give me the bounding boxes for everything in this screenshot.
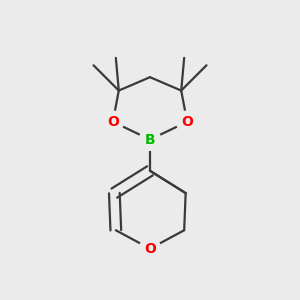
Circle shape xyxy=(102,111,124,133)
Text: O: O xyxy=(181,115,193,129)
Text: O: O xyxy=(107,115,119,129)
Text: O: O xyxy=(144,242,156,256)
Circle shape xyxy=(176,111,198,133)
Text: B: B xyxy=(145,133,155,147)
Circle shape xyxy=(139,238,161,260)
Circle shape xyxy=(139,129,161,150)
